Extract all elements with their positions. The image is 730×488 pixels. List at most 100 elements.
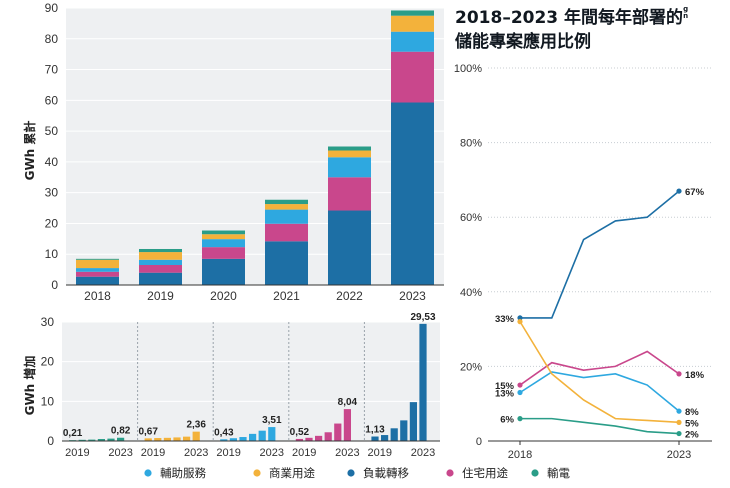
- end-value-label: 8%: [685, 407, 699, 418]
- x-tick-label: 2019: [292, 447, 316, 459]
- data-label: 29,53: [410, 312, 435, 323]
- x-tick-label: 2023: [667, 449, 691, 461]
- bar: [371, 436, 379, 441]
- y-tick-label: 70: [45, 63, 59, 77]
- start-value-label: 6%: [500, 415, 514, 426]
- x-tick-label: 2018: [508, 449, 532, 461]
- bar: [192, 431, 200, 441]
- x-tick-label: 2021: [273, 289, 300, 303]
- legend-label: 輸電: [547, 466, 570, 480]
- series-end-point: [676, 430, 682, 437]
- y-tick-label: 20: [41, 355, 55, 369]
- bar-segment: [202, 258, 245, 285]
- y-tick-label: 80: [45, 32, 59, 46]
- series-start-point: [517, 319, 523, 325]
- y-tick-label: 40%: [460, 287, 482, 299]
- data-label: 8,04: [338, 397, 358, 408]
- x-tick-label: 2023: [335, 447, 359, 459]
- end-value-label: 67%: [685, 187, 705, 198]
- bar: [249, 433, 257, 441]
- bar: [183, 436, 191, 441]
- bar-segment: [328, 150, 371, 158]
- data-label: 3,51: [262, 415, 282, 426]
- y-tick-label: 20%: [460, 361, 482, 373]
- x-tick-label: 2019: [216, 447, 240, 459]
- bar: [315, 435, 323, 441]
- chart-title: 2018–2023 年間每年部署的g n 儲能專案應用比例: [455, 6, 715, 54]
- x-tick-label: 2020: [210, 289, 237, 303]
- y-tick-label: 0: [51, 278, 58, 292]
- y-tick-label: 60: [45, 93, 59, 107]
- series-end-point: [676, 371, 682, 377]
- bar: [258, 430, 266, 441]
- share-chart: 0 20% 40% 60% 80% 100% 2018 2023 33% 67% 15% 18% 13%…: [454, 63, 712, 461]
- y-tick-label: 20: [45, 216, 59, 230]
- bar-segment: [391, 31, 434, 52]
- cumulative-chart: 0 10 20 30 40 50 60 70 80 90 2018 2019 2020 2021 2022 2…: [22, 1, 444, 303]
- bar-segment: [391, 51, 434, 103]
- bar-segment: [139, 272, 182, 285]
- y-tick-label: 50: [45, 124, 59, 138]
- y-tick-label: 90: [45, 1, 59, 15]
- x-tick-label: 2022: [336, 289, 363, 303]
- legend-label: 輔助服務: [160, 466, 206, 480]
- bar: [324, 432, 332, 441]
- x-tick-label: 2023: [108, 447, 132, 459]
- bar: [239, 437, 247, 441]
- title-line-1: 2018–2023 年間每年部署的g n: [455, 5, 689, 29]
- series-end-point: [676, 408, 682, 414]
- data-label: 0,21: [63, 428, 83, 439]
- bar-segment: [139, 252, 182, 260]
- legend-marker: [347, 469, 355, 477]
- y-tick-label: 30: [45, 186, 59, 200]
- x-tick-label: 2018: [84, 289, 111, 303]
- y-tick-label: 40: [45, 155, 59, 169]
- series-start-point: [517, 315, 523, 321]
- bar: [163, 437, 171, 441]
- bar-segment: [202, 234, 245, 240]
- bar-segment: [265, 223, 308, 242]
- increase-plot-area: [62, 322, 440, 441]
- x-tick-label: 2023: [260, 447, 284, 459]
- bar-segment: [139, 264, 182, 273]
- bar: [390, 428, 398, 441]
- bar: [154, 438, 162, 441]
- legend-label: 負載轉移: [363, 466, 409, 480]
- y-tick-label: 10: [45, 247, 59, 261]
- legend-marker: [253, 469, 261, 477]
- title-superscript: g n: [683, 5, 689, 20]
- data-label: 1,13: [365, 425, 385, 436]
- end-value-label: 5%: [685, 418, 699, 429]
- series-start-point: [517, 382, 523, 388]
- y-tick-label: 0: [47, 434, 54, 448]
- bar: [400, 420, 408, 441]
- legend-label: 商業用途: [269, 466, 315, 480]
- series-end-point: [676, 419, 682, 425]
- start-value-label: 13%: [495, 389, 515, 400]
- x-tick-label: 2019: [147, 289, 174, 303]
- increase-chart: 0 10 20 30 0,21 0,82 2019 2023 0,67 2,36 2019 2023 0…: [22, 312, 440, 459]
- data-label: 2,36: [186, 420, 206, 431]
- data-label: 0,82: [111, 426, 131, 437]
- bar-segment: [202, 239, 245, 248]
- bar-segment: [76, 271, 119, 277]
- title-line-2: 儲能專案應用比例: [455, 32, 591, 52]
- legend-marker: [531, 469, 539, 477]
- bar-segment: [265, 209, 308, 224]
- bar-segment: [265, 199, 308, 205]
- bar-segment: [391, 10, 434, 16]
- end-value-label: 18%: [685, 370, 705, 381]
- series-start-point: [517, 416, 523, 422]
- x-tick-label: 2023: [411, 447, 435, 459]
- start-value-label: 33%: [495, 314, 515, 325]
- bar-segment: [328, 157, 371, 178]
- bar-segment: [202, 247, 245, 259]
- y-tick-label: 80%: [460, 138, 482, 150]
- bar-segment: [391, 15, 434, 32]
- x-tick-label: 2023: [399, 289, 426, 303]
- bar: [144, 438, 152, 441]
- bar: [117, 437, 125, 441]
- legend: 輔助服務 商業用途 負載轉移 住宅用途 輸電: [144, 466, 570, 480]
- bar-segment: [139, 248, 182, 253]
